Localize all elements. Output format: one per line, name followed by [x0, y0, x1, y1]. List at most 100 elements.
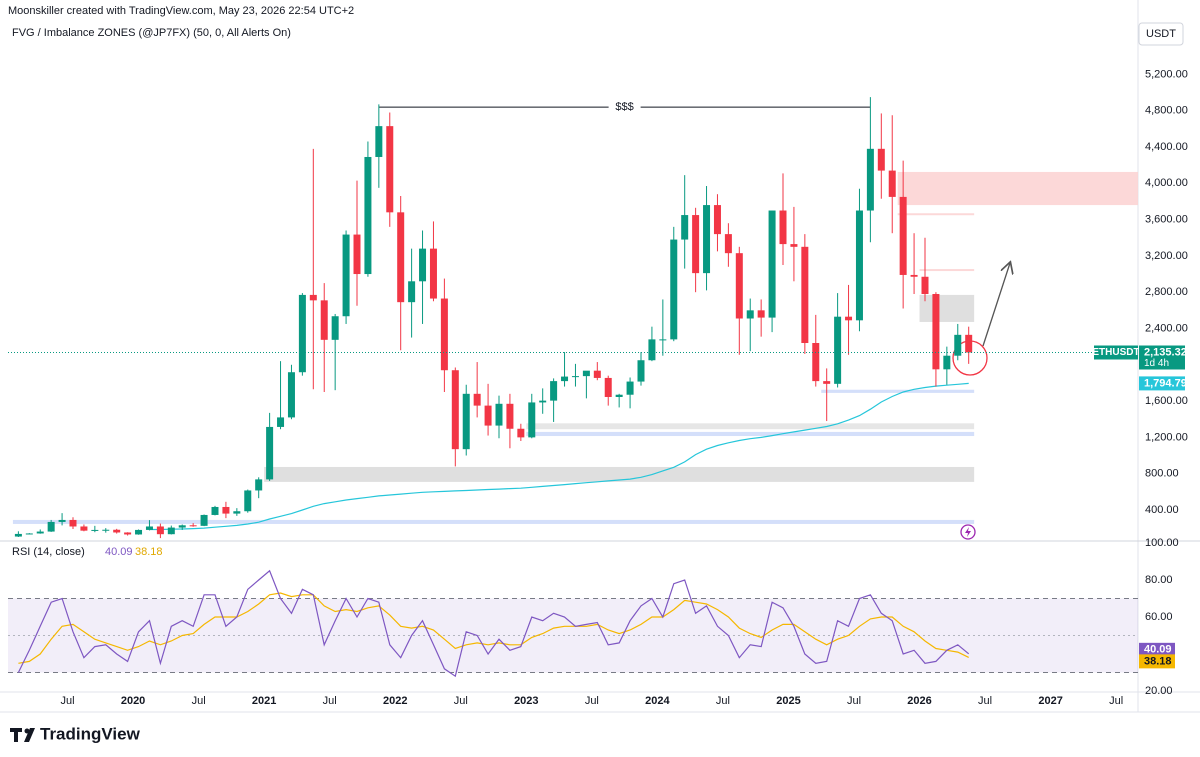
candle-body — [888, 170, 896, 197]
rsi-pane — [8, 569, 1138, 678]
candle-body — [801, 246, 809, 344]
y-tick-label: 3,600.00 — [1145, 214, 1188, 226]
rsi-line — [18, 592, 969, 664]
candle-body — [713, 205, 721, 235]
fvg-zone — [919, 294, 975, 322]
rsi-y-tick-label: 60.00 — [1145, 611, 1173, 623]
x-tick-label: Jul — [585, 695, 599, 707]
candle-body — [25, 533, 33, 535]
y-tick-label: 2,800.00 — [1145, 286, 1188, 298]
y-tick-label: 4,400.00 — [1145, 141, 1188, 153]
price-label-box — [1139, 376, 1185, 391]
candle-body — [91, 529, 99, 531]
candle-body — [298, 294, 306, 373]
fvg-zone — [526, 423, 975, 430]
candle-body — [812, 343, 820, 382]
candle-body — [921, 276, 929, 295]
candle-body — [932, 294, 940, 370]
rsi-value-box — [1139, 642, 1175, 657]
candle-body — [222, 506, 230, 514]
candle-body — [823, 381, 831, 384]
x-tick-label: Jul — [454, 695, 468, 707]
candle-body — [845, 316, 853, 321]
countdown-label: 1d 4h — [1144, 358, 1169, 369]
candle-body — [14, 533, 22, 537]
y-tick-label: 1,200.00 — [1145, 431, 1188, 443]
candle-body — [102, 529, 110, 531]
candle-body — [429, 248, 437, 299]
rsi-title: RSI (14, close) — [12, 546, 85, 558]
candle-body — [419, 248, 427, 282]
candle-body — [320, 300, 328, 340]
x-tick-label: Jul — [323, 695, 337, 707]
candle-body — [528, 402, 536, 438]
candle-body — [910, 274, 918, 277]
x-tick-label: Jul — [847, 695, 861, 707]
candle-body — [561, 376, 569, 382]
rsi-value-label: 38.18 — [1144, 655, 1172, 667]
candle-body — [539, 400, 547, 403]
rsi-y-tick-label: 80.00 — [1145, 574, 1173, 586]
candle-body — [178, 525, 186, 528]
candle-body — [189, 525, 197, 527]
projection-arrow — [982, 263, 1010, 347]
candle-body — [768, 210, 776, 318]
candle-body — [790, 244, 798, 247]
header-text: Moonskiller created with TradingView.com… — [8, 5, 354, 17]
candle-body — [156, 526, 164, 535]
x-tick-label: Jul — [61, 695, 75, 707]
candle-body — [692, 215, 700, 274]
candle-body — [593, 370, 601, 378]
candle-body — [965, 334, 973, 353]
candle-body — [145, 526, 153, 530]
candle-body — [266, 426, 274, 480]
x-tick-label: Jul — [192, 695, 206, 707]
brand-name: TradingView — [40, 724, 141, 743]
y-tick-label: 2,400.00 — [1145, 322, 1188, 334]
candle-body — [331, 316, 339, 340]
x-tick-label: 2027 — [1038, 695, 1062, 707]
candle-body — [571, 376, 579, 378]
rsi-signal-value: 38.18 — [135, 546, 163, 558]
x-tick-label: 2025 — [776, 695, 800, 707]
candle-body — [954, 334, 962, 356]
fvg-zone — [821, 389, 975, 393]
candle-body — [757, 310, 765, 318]
y-tick-label: 1,600.00 — [1145, 395, 1188, 407]
candle-body — [582, 370, 590, 377]
candle-body — [462, 393, 470, 450]
candle-body — [834, 316, 842, 384]
moving-average — [149, 382, 969, 531]
candle-body — [233, 511, 241, 514]
candle-body — [855, 210, 863, 321]
rsi-y-tick-label: 100.00 — [1145, 537, 1179, 549]
candle-body — [287, 372, 295, 418]
currency[interactable]: USDT — [1146, 28, 1176, 40]
rsi-value: 40.09 — [105, 546, 133, 558]
y-tick-label: 4,800.00 — [1145, 105, 1188, 117]
fvg-zone — [897, 171, 1138, 206]
rsi-value-label: 40.09 — [1144, 644, 1172, 656]
candle-body — [659, 339, 667, 341]
candle-body — [724, 234, 732, 254]
candle-body — [779, 210, 787, 245]
y-tick-label: 800.00 — [1145, 468, 1179, 480]
price-label-box — [1139, 345, 1185, 370]
candle-body — [495, 403, 503, 426]
candle-body — [397, 212, 405, 303]
y-tick-label: 5,200.00 — [1145, 68, 1188, 80]
brand-logo — [10, 728, 35, 742]
candle-body — [451, 370, 459, 450]
price-label: 2,135.32 — [1144, 346, 1187, 358]
candle-body — [211, 506, 219, 515]
candle-body — [484, 405, 492, 426]
x-tick-label: 2020 — [121, 695, 145, 707]
candle-body — [353, 234, 361, 275]
candle-body — [866, 148, 874, 211]
candle-body — [58, 519, 66, 522]
x-tick-label: Jul — [1109, 695, 1123, 707]
currency-box[interactable] — [1138, 22, 1184, 46]
candle-body — [309, 294, 317, 301]
candle-body — [386, 126, 394, 213]
